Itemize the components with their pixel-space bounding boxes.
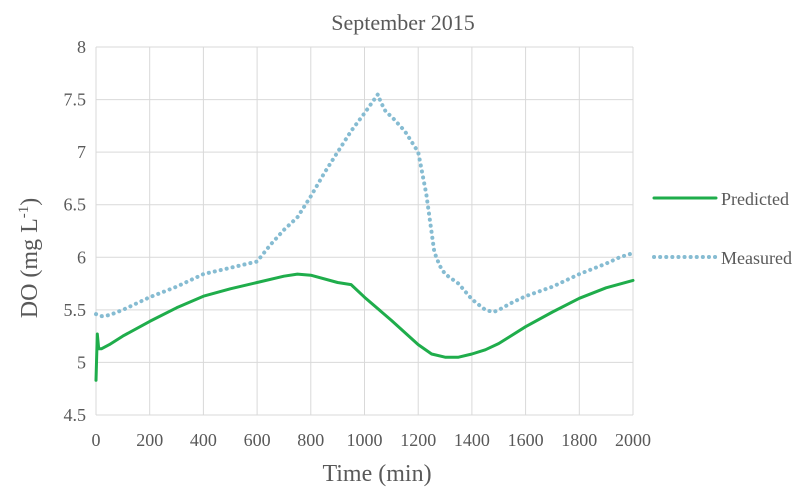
series-line-predicted <box>94 272 635 382</box>
y-axis-title-sup: -1 <box>16 206 32 219</box>
x-tick-label: 0 <box>92 430 101 450</box>
x-tick-label: 800 <box>297 430 324 450</box>
y-axis-title-main: DO (mg L <box>17 218 43 318</box>
legend: Predicted Measured <box>652 189 792 268</box>
chart-title: September 2015 <box>331 10 475 35</box>
y-tick-label: 5 <box>77 352 86 372</box>
y-axis-title-close: ) <box>17 198 43 206</box>
y-axis-title: DO (mg L-1) <box>16 198 43 318</box>
gridlines <box>95 46 634 416</box>
series-lines <box>94 92 635 382</box>
y-tick-label: 7.5 <box>64 90 87 110</box>
y-tick-label: 7 <box>77 142 86 162</box>
x-tick-labels: 0 200 400 600 800 1000 1200 1400 1600 1800 2000 <box>92 430 652 450</box>
x-tick-label: 200 <box>136 430 163 450</box>
y-tick-labels: 4.5 5 5.5 6 6.5 7 7.5 8 <box>64 37 87 425</box>
x-tick-label: 1200 <box>400 430 436 450</box>
series-line-measured <box>94 92 635 319</box>
y-tick-label: 6.5 <box>64 195 87 215</box>
x-tick-label: 1400 <box>454 430 490 450</box>
legend-label-predicted: Predicted <box>721 189 789 209</box>
y-tick-label: 5.5 <box>64 300 87 320</box>
y-tick-label: 6 <box>77 247 86 267</box>
y-tick-label: 8 <box>77 37 86 57</box>
x-tick-label: 1000 <box>347 430 383 450</box>
legend-label-measured: Measured <box>721 248 792 268</box>
x-tick-label: 1800 <box>561 430 597 450</box>
x-tick-label: 600 <box>244 430 271 450</box>
x-tick-label: 1600 <box>508 430 544 450</box>
x-axis-title: Time (min) <box>322 461 431 487</box>
x-tick-label: 400 <box>190 430 217 450</box>
y-tick-label: 4.5 <box>64 405 87 425</box>
x-tick-label: 2000 <box>615 430 651 450</box>
